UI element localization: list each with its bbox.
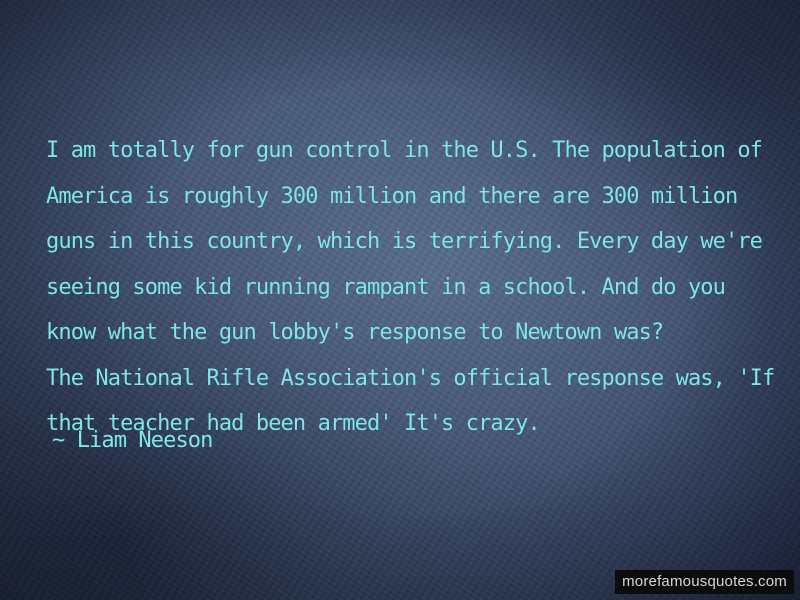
quote-text: I am totally for gun control in the U.S.… <box>46 128 775 447</box>
quote-line: that teacher had been armed' It's crazy. <box>46 411 541 436</box>
quote-line: know what the gun lobby's response to Ne… <box>46 320 664 345</box>
quote-line: America is roughly 300 million and there… <box>46 183 738 209</box>
quote-line: The National Rifle Association's officia… <box>46 365 775 391</box>
quote-line: I am totally for gun control in the U.S.… <box>46 138 763 163</box>
quote-line: guns in this country, which is terrifyin… <box>46 229 763 254</box>
quote-author: ~ Liam Neeson <box>52 428 213 453</box>
site-watermark: morefamousquotes.com <box>615 570 794 594</box>
quote-line: seeing some kid running rampant in a sch… <box>46 274 726 300</box>
